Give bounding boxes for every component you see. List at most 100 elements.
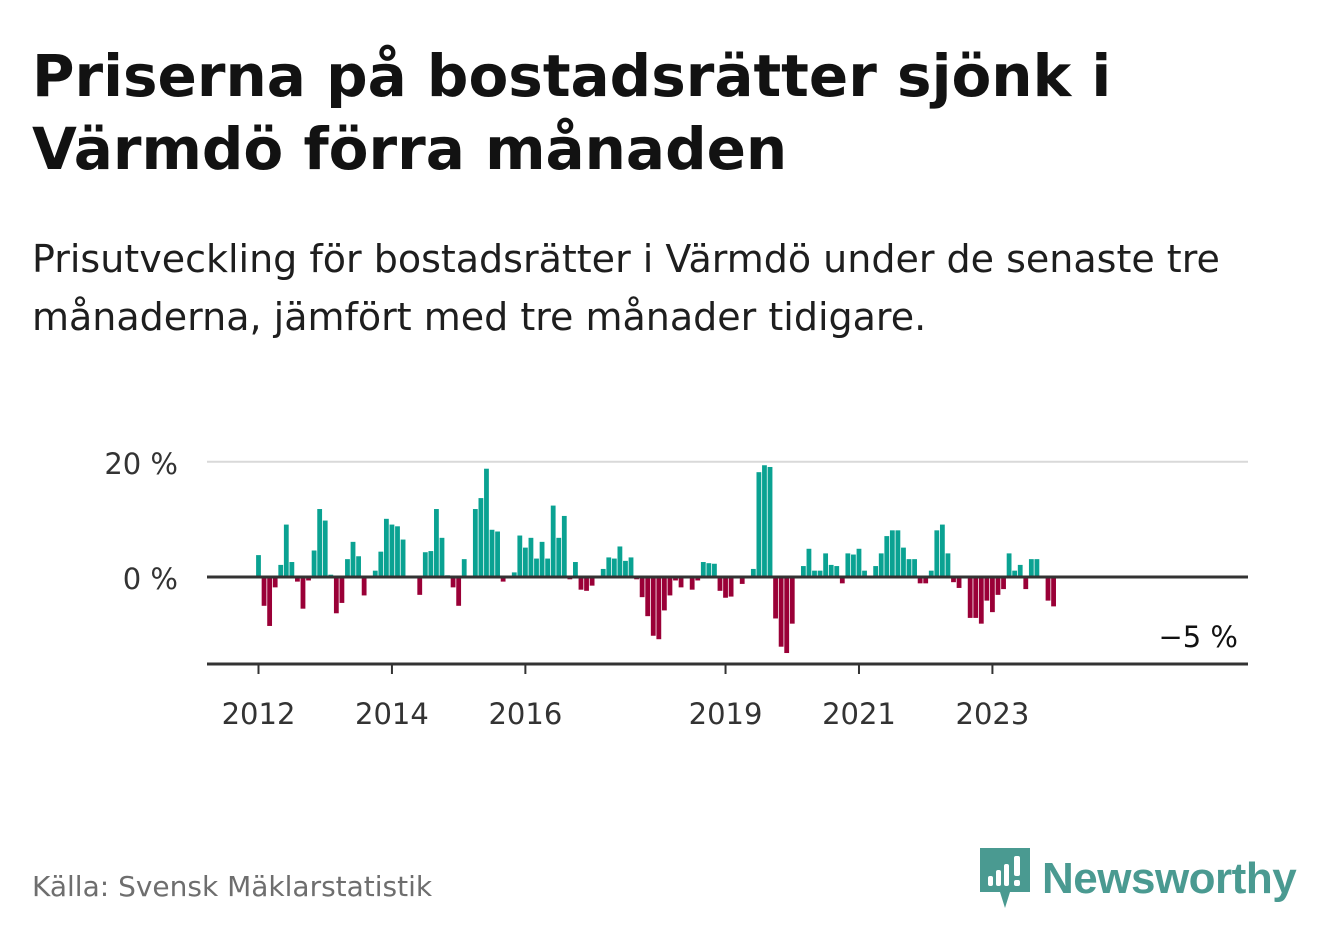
bar	[984, 577, 990, 601]
bar	[511, 572, 517, 577]
bar	[528, 537, 534, 577]
bar	[295, 577, 300, 582]
bar	[561, 515, 567, 577]
bar	[1045, 577, 1051, 601]
bar	[889, 530, 895, 577]
chart-title: Priserna på bostadsrätter sjönk i Värmdö…	[32, 42, 1112, 183]
axes	[207, 575, 1248, 674]
bar	[272, 577, 278, 588]
x-tick-label: 2014	[355, 697, 429, 731]
bar	[345, 559, 350, 577]
bar	[495, 531, 500, 577]
bar	[395, 526, 400, 577]
bar	[500, 577, 506, 582]
x-tick-label: 2012	[222, 697, 296, 731]
bar	[256, 555, 261, 577]
bar	[739, 577, 745, 584]
y-tick-label: 0 %	[123, 562, 178, 596]
bar	[589, 577, 595, 586]
bar	[767, 466, 773, 577]
bar	[912, 559, 917, 577]
bar	[456, 577, 462, 606]
bar	[522, 547, 528, 577]
bar	[673, 577, 678, 581]
bar	[828, 564, 834, 577]
bar	[400, 539, 406, 577]
bar	[461, 559, 467, 577]
bar	[973, 577, 979, 618]
bar	[289, 562, 295, 577]
bar	[856, 548, 862, 577]
bar	[1001, 577, 1006, 590]
bar	[728, 577, 734, 597]
bar	[773, 577, 778, 619]
bar	[817, 570, 823, 577]
bar	[311, 550, 317, 577]
bar	[778, 577, 784, 647]
bar	[322, 520, 328, 577]
bar	[678, 577, 684, 588]
bar	[573, 562, 578, 577]
bar	[306, 577, 311, 581]
x-tick-label: 2019	[689, 697, 763, 731]
bar-chart: 0 % 20 % 2012 2014 2016 2019 2021 2023 −5 %	[104, 447, 1248, 731]
bar	[645, 577, 651, 617]
bar	[695, 577, 701, 581]
bar	[333, 577, 339, 614]
bar	[1006, 553, 1012, 577]
bar	[556, 537, 562, 577]
bar	[906, 559, 912, 577]
bar	[372, 570, 378, 577]
bar	[361, 577, 367, 596]
bar	[450, 577, 456, 588]
labels: 0 % 20 % 2012 2014 2016 2019 2021 2023 −5 %	[104, 447, 1238, 731]
bar	[1012, 570, 1018, 577]
bar	[1028, 559, 1034, 577]
bar	[878, 553, 884, 577]
bar	[350, 541, 356, 577]
bar	[628, 557, 634, 577]
bar	[650, 577, 656, 636]
bar	[990, 577, 995, 613]
bar	[995, 577, 1001, 595]
bar	[978, 577, 984, 624]
bar	[434, 509, 439, 577]
bar	[539, 541, 545, 577]
bar	[267, 577, 273, 626]
bar	[283, 524, 289, 577]
bar	[717, 577, 723, 591]
bar	[934, 530, 940, 577]
bar	[667, 577, 673, 596]
bar	[928, 570, 934, 577]
bar	[956, 577, 962, 588]
bar	[300, 577, 306, 609]
bar	[901, 547, 906, 577]
bar	[945, 553, 951, 577]
bar	[661, 577, 667, 611]
bar	[439, 537, 445, 577]
bar	[1023, 577, 1029, 590]
bar	[723, 577, 728, 598]
bar	[1034, 559, 1040, 577]
y-tick-label: 20 %	[104, 447, 178, 481]
bar	[534, 558, 539, 577]
bar	[756, 472, 762, 577]
bar	[823, 553, 829, 577]
bar	[895, 530, 901, 577]
bar	[784, 577, 790, 654]
bar	[417, 577, 423, 595]
bar	[545, 558, 551, 577]
bar	[428, 551, 434, 577]
bar	[278, 564, 284, 577]
bar	[845, 553, 851, 577]
chart-subtitle: Prisutveckling för bostadsrätter i Värmd…	[32, 237, 1220, 339]
bar	[917, 577, 923, 584]
bar	[706, 563, 712, 577]
bar	[261, 577, 267, 606]
newsworthy-logo: Newsworthy	[980, 848, 1297, 910]
bar	[623, 560, 628, 577]
bar	[639, 577, 645, 598]
x-tick-label: 2021	[822, 697, 896, 731]
bar-chart-logo-icon	[980, 848, 1030, 908]
x-tick-label: 2023	[956, 697, 1030, 731]
